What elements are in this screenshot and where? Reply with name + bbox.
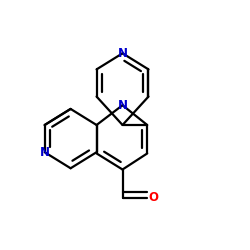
Text: O: O [148,192,158,204]
Text: N: N [118,47,128,60]
Text: N: N [40,146,50,159]
Text: N: N [118,99,128,112]
